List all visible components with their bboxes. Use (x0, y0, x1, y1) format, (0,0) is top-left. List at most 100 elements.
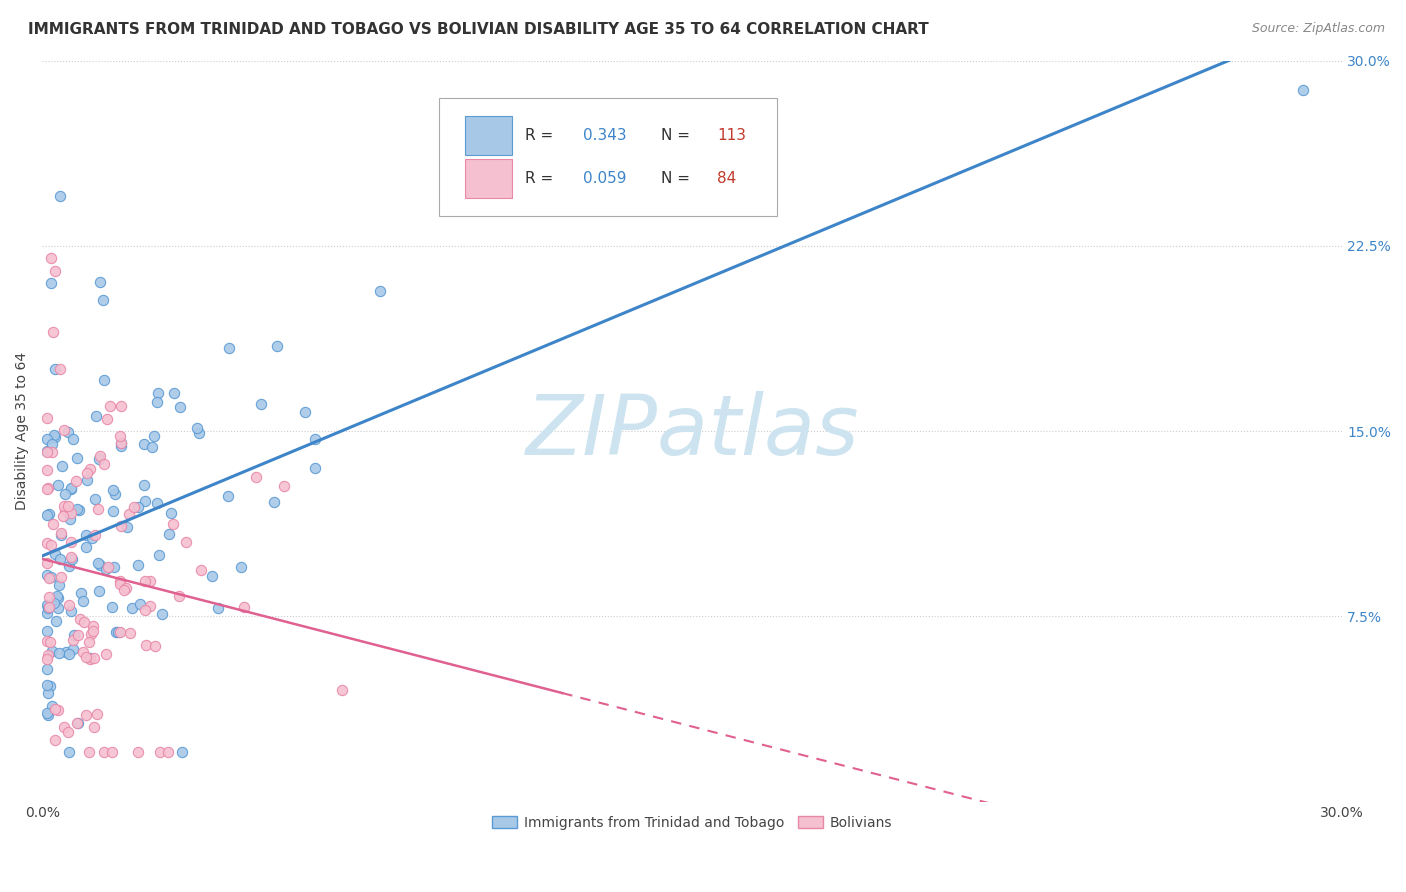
Point (108, 574, 131, 589)
Point (55, 645, 77, 659)
Point (229, 559, 252, 574)
Point (83, 651, 105, 665)
Point (146, 496, 169, 510)
Point (83, 528, 105, 542)
Point (83, 721, 105, 735)
Point (38, 571, 60, 585)
Point (75, 540, 97, 554)
Point (46, 591, 69, 605)
Point (37, 648, 59, 662)
Point (62, 633, 84, 648)
Point (41, 436, 63, 450)
Point (89, 449, 111, 463)
Point (142, 429, 165, 443)
Point (94, 647, 117, 661)
Point (62, 641, 84, 656)
Point (79, 652, 101, 666)
Text: 0.059: 0.059 (583, 171, 627, 186)
Point (35, 557, 58, 571)
Point (103, 504, 125, 518)
Point (37, 600, 59, 615)
Point (127, 500, 149, 515)
Point (76, 467, 98, 481)
Point (37, 686, 59, 700)
Point (86, 556, 108, 570)
Point (46, 601, 69, 615)
Point (66, 628, 89, 642)
Point (60, 551, 83, 566)
Point (110, 518, 132, 533)
Point (72, 594, 94, 608)
Point (104, 487, 127, 501)
Point (35, 652, 58, 666)
Point (53, 500, 76, 514)
Point (110, 400, 132, 414)
Point (218, 341, 240, 355)
Point (62, 432, 84, 446)
Point (127, 745, 149, 759)
Point (250, 397, 273, 411)
Point (37, 624, 59, 638)
Point (105, 625, 128, 640)
Point (112, 583, 135, 598)
Point (58, 745, 80, 759)
Point (59, 482, 82, 496)
Point (44, 430, 66, 444)
Point (42, 517, 65, 532)
Point (60, 549, 83, 564)
Point (38, 591, 60, 605)
Point (87, 502, 110, 516)
Point (79, 462, 101, 476)
Point (148, 548, 170, 562)
Point (76, 473, 98, 487)
Point (42, 596, 65, 610)
Point (53, 487, 76, 501)
FancyBboxPatch shape (439, 98, 776, 216)
Point (35, 633, 58, 648)
Point (66, 715, 89, 730)
Point (69, 612, 91, 626)
Point (150, 607, 173, 621)
Text: 84: 84 (717, 171, 737, 186)
Point (39, 569, 62, 583)
Point (52, 423, 75, 437)
Point (263, 495, 285, 509)
Point (134, 574, 156, 588)
Point (134, 603, 156, 617)
Point (266, 339, 288, 353)
Point (45, 614, 67, 628)
Point (37, 678, 59, 692)
Point (174, 535, 197, 549)
Point (110, 439, 132, 453)
Point (273, 479, 295, 493)
Point (162, 516, 184, 531)
Point (56, 425, 79, 439)
Point (139, 599, 162, 613)
Point (368, 285, 391, 299)
Point (135, 638, 157, 652)
Point (35, 444, 58, 458)
Text: Source: ZipAtlas.com: Source: ZipAtlas.com (1251, 22, 1385, 36)
Text: N =: N = (661, 171, 695, 186)
Point (65, 475, 87, 489)
Point (35, 482, 58, 496)
Text: N =: N = (661, 128, 695, 143)
Point (84, 491, 107, 506)
Text: IMMIGRANTS FROM TRINIDAD AND TOBAGO VS BOLIVIAN DISABILITY AGE 35 TO 64 CORRELAT: IMMIGRANTS FROM TRINIDAD AND TOBAGO VS B… (28, 22, 929, 37)
Point (84, 409, 107, 423)
Point (79, 651, 101, 665)
Point (58, 558, 80, 573)
Point (49, 526, 72, 541)
Point (35, 568, 58, 582)
Point (65, 502, 87, 516)
Point (149, 745, 172, 759)
Point (49, 527, 72, 541)
Point (190, 563, 212, 577)
Point (108, 577, 131, 591)
Point (108, 624, 131, 639)
Point (186, 421, 208, 435)
Point (53, 503, 76, 517)
Point (41, 445, 63, 459)
Point (44, 701, 66, 715)
Point (58, 598, 80, 612)
